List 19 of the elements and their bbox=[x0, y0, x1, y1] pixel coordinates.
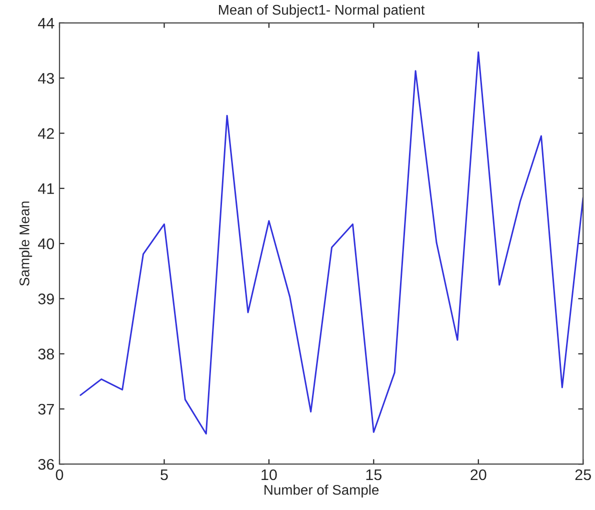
x-axis-title: Number of Sample bbox=[264, 484, 379, 498]
y-axis-title: Sample Mean bbox=[19, 202, 32, 286]
y-tick-label: 38 bbox=[38, 348, 54, 360]
y-tick-label: 43 bbox=[38, 72, 54, 84]
y-tick-label: 37 bbox=[38, 404, 54, 415]
x-tick-label: 10 bbox=[262, 469, 277, 480]
y-tick-label: 41 bbox=[38, 183, 54, 194]
chart-title: Mean of Subject1- Normal patient bbox=[219, 4, 425, 18]
x-tick-label: 0 bbox=[56, 469, 64, 480]
x-tick-label: 15 bbox=[366, 470, 382, 480]
y-tick-label: 40 bbox=[38, 238, 54, 250]
line-series bbox=[80, 51, 584, 435]
y-tick-label: 42 bbox=[38, 128, 54, 139]
x-tick-label: 20 bbox=[470, 469, 486, 480]
x-tick-label: 5 bbox=[160, 470, 168, 480]
y-tick-label: 36 bbox=[38, 458, 54, 470]
y-tick-label: 44 bbox=[38, 18, 54, 28]
y-tick-label: 39 bbox=[38, 294, 54, 304]
x-tick-label: 25 bbox=[575, 469, 591, 480]
